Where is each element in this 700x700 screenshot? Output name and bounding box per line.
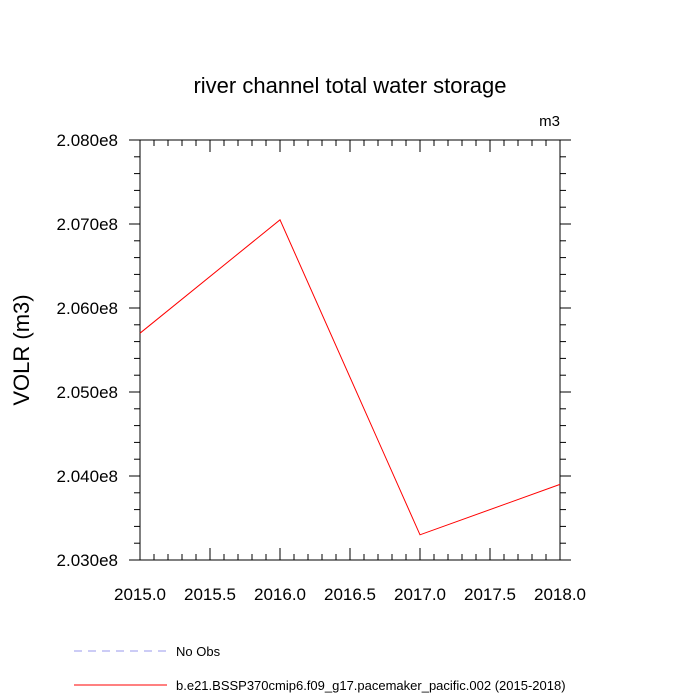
- x-tick-label: 2017.5: [464, 585, 516, 604]
- x-tick-label: 2015.0: [114, 585, 166, 604]
- y-tick-label: 2.040e8: [57, 467, 118, 486]
- legend: No Obs b.e21.BSSP370cmip6.f09_g17.pacemak…: [74, 644, 566, 693]
- series-line: [139, 219, 561, 536]
- plot-frame: [139, 139, 561, 561]
- unit-label: m3: [539, 113, 560, 130]
- legend-label: b.e21.BSSP370cmip6.f09_g17.pacemaker_pac…: [176, 678, 566, 693]
- x-tick-label: 2016.5: [324, 585, 376, 604]
- series-lines: [139, 219, 561, 536]
- chart-title: river channel total water storage: [193, 73, 506, 98]
- legend-label: No Obs: [176, 644, 221, 659]
- y-tick-label: 2.060e8: [57, 299, 118, 318]
- axis-tick-labels: 2015.0 2015.5 2016.0 2016.5 2017.0 2017.5 2018…: [57, 131, 586, 604]
- y-tick-label: 2.050e8: [57, 383, 118, 402]
- x-tick-label: 2017.0: [394, 585, 446, 604]
- x-tick-label: 2018.0: [534, 585, 586, 604]
- y-tick-label: 2.070e8: [57, 215, 118, 234]
- y-tick-label: 2.030e8: [57, 551, 118, 570]
- axis-ticks: [129, 139, 571, 561]
- y-axis-label: VOLR (m3): [9, 294, 34, 405]
- x-tick-label: 2016.0: [254, 585, 306, 604]
- y-tick-label: 2.080e8: [57, 131, 118, 150]
- x-tick-label: 2015.5: [184, 585, 236, 604]
